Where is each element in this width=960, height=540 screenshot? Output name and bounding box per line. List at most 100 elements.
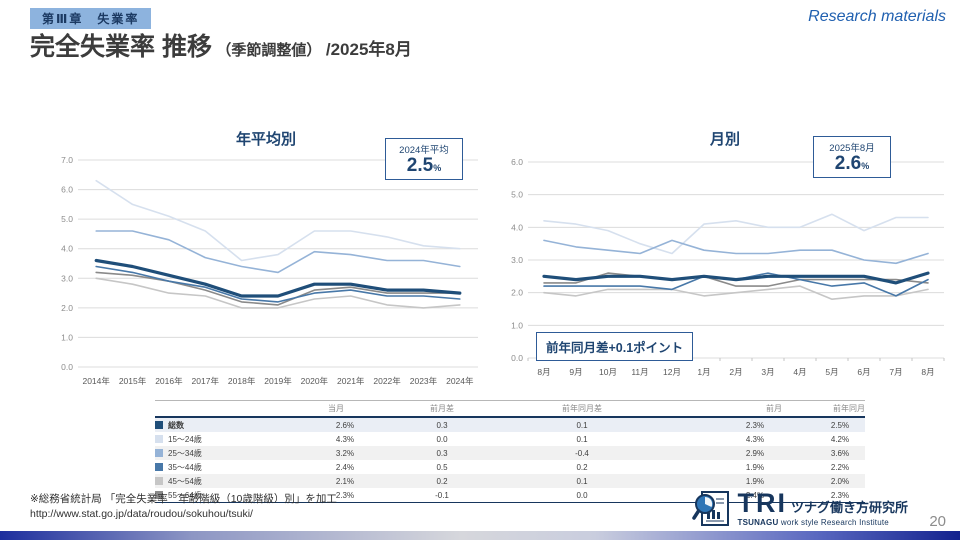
yoy-diff-value: -0.4 (575, 448, 589, 458)
table-row: 15～24歳 4.3% 0.0 0.1 4.3% 4.2% (155, 432, 865, 446)
svg-text:4.0: 4.0 (511, 222, 523, 232)
age-group-cell: 45～54歳 (155, 474, 300, 488)
svg-text:2021年: 2021年 (337, 376, 365, 386)
svg-text:1月: 1月 (697, 367, 710, 377)
prev-year-unit: % (842, 462, 850, 472)
monthly-callout-value: 2.6% (834, 153, 870, 174)
title-main: 完全失業率 推移 (30, 33, 212, 61)
svg-text:3.0: 3.0 (61, 273, 73, 283)
page-title: 完全失業率 推移 （季節調整値） /2025年8月 (30, 27, 412, 63)
svg-text:0.0: 0.0 (61, 362, 73, 372)
series-swatch (155, 448, 163, 457)
title-subnote: （季節調整値） (216, 42, 322, 59)
prev-year-value: 3.6 (830, 448, 842, 458)
col-header-yoy-diff: 前年同月差 (562, 404, 602, 413)
monthly-chart-svg: 0.0 1.0 2.0 3.0 4.0 5.0 6.0 8月 9月 10月 11月 12月 1月 2月 3月… (511, 157, 945, 377)
page-number: 20 (929, 513, 946, 530)
prev-year-value: 2.2 (830, 462, 842, 472)
table-row: 55～64歳 2.3% -0.1 0.0 2.4% 2.3% (155, 488, 865, 503)
svg-text:5.0: 5.0 (511, 190, 523, 200)
table-row: 35～44歳 2.4% 0.5 0.2 1.9% 2.2% (155, 460, 865, 474)
col-header-mom-diff: 前月差 (430, 404, 454, 413)
series-swatch (155, 420, 163, 429)
yoy-diff-value: 0.1 (576, 434, 588, 444)
col-header-prev-month: 前月 (766, 404, 782, 413)
annual-chart-svg: 0.0 1.0 2.0 3.0 4.0 5.0 6.0 7.0 2014年 2015年 2016年 2… (61, 155, 478, 386)
current-value: 2.3 (335, 490, 347, 500)
yoy-diff-value: 0.1 (576, 476, 588, 486)
table-row: 25～34歳 3.2% 0.3 -0.4 2.9% 3.6% (155, 446, 865, 460)
prev-month-value: 2.3 (745, 420, 757, 430)
svg-text:4月: 4月 (793, 367, 806, 377)
age-group-cell: 15～24歳 (155, 432, 300, 446)
svg-text:1.0: 1.0 (61, 332, 73, 342)
series-swatch (155, 434, 163, 443)
mom-diff-value: 0.3 (436, 448, 448, 458)
svg-text:2024年: 2024年 (446, 376, 474, 386)
logo-jp-name: ツナグ働き方研究所 (790, 500, 908, 515)
age-group-label: 総数 (168, 420, 184, 430)
svg-text:2.0: 2.0 (511, 288, 523, 298)
source-line1: ※総務省統計局 「完全失業率 年齢階級（10歳階級）別」を加工 (30, 493, 337, 505)
prev-month-unit: % (757, 490, 765, 500)
current-unit: % (347, 476, 355, 486)
current-unit: % (347, 434, 355, 444)
prev-month-value: 1.9 (745, 476, 757, 486)
current-value: 2.4 (335, 462, 347, 472)
yoy-diff-value: 0.1 (576, 420, 588, 430)
prev-month-value: 2.9 (745, 448, 757, 458)
age-group-cell: 35～44歳 (155, 460, 300, 474)
prev-month-value: 1.9 (745, 462, 757, 472)
svg-text:2017年: 2017年 (192, 376, 220, 386)
svg-text:5.0: 5.0 (61, 214, 73, 224)
col-header-prev-year: 前年同月 (833, 404, 865, 413)
current-value: 2.1 (335, 476, 347, 486)
svg-text:7.0: 7.0 (61, 155, 73, 165)
svg-text:12月: 12月 (663, 367, 681, 377)
svg-text:6.0: 6.0 (511, 157, 523, 167)
svg-text:10月: 10月 (599, 367, 617, 377)
current-unit: % (347, 462, 355, 472)
prev-year-unit: % (842, 434, 850, 444)
age-group-label: 15～24歳 (168, 434, 202, 444)
svg-text:4.0: 4.0 (61, 244, 73, 254)
col-header-current: 当月 (328, 404, 344, 413)
current-value: 4.3 (335, 434, 347, 444)
logo-en-name: TSUNAGU work style Research Institute (737, 518, 889, 527)
svg-text:3月: 3月 (761, 367, 774, 377)
svg-text:2020年: 2020年 (301, 376, 329, 386)
age-group-cell: 総数 (155, 417, 300, 432)
svg-text:6.0: 6.0 (61, 185, 73, 195)
yoy-diff-annotation: 前年同月差+0.1ポイント (536, 332, 694, 361)
title-date: /2025年8月 (325, 40, 412, 59)
age-group-label: 55～64歳 (168, 490, 202, 500)
annual-callout-label: 2024年平均 (399, 145, 449, 156)
table-row: 総数 2.6% 0.3 0.1 2.3% 2.5% (155, 417, 865, 432)
series-swatch (155, 462, 163, 471)
annual-callout-value: 2.5% (406, 155, 442, 176)
tri-logo: TRI ツナグ働き方研究所 TSUNAGU work style Researc… (692, 488, 908, 527)
logo-text: TRI ツナグ働き方研究所 TSUNAGU work style Researc… (737, 488, 908, 527)
source-note: ※総務省統計局 「完全失業率 年齢階級（10歳階級）別」を加工 http://w… (30, 492, 337, 521)
prev-year-value: 2.5 (830, 420, 842, 430)
mom-diff-value: 0.0 (436, 434, 448, 444)
prev-year-value: 4.2 (830, 434, 842, 444)
monthly-chart-title: 月別 (709, 131, 740, 148)
monthly-callout-label: 2025年8月 (829, 143, 875, 154)
chapter-badge: 第Ⅲ章 失業率 (30, 8, 152, 29)
series-swatch (155, 476, 163, 485)
age-group-label: 35～44歳 (168, 462, 202, 472)
svg-text:3.0: 3.0 (511, 255, 523, 265)
logo-tri: TRI (737, 488, 787, 518)
table-header-row: 当月 前月差 前年同月差 前月 前年同月 (155, 400, 865, 417)
current-unit: % (347, 490, 355, 500)
table-row: 45～54歳 2.1% 0.2 0.1 1.9% 2.0% (155, 474, 865, 488)
mom-diff-value: 0.5 (436, 462, 448, 472)
prev-year-unit: % (842, 490, 850, 500)
svg-text:2019年: 2019年 (264, 376, 292, 386)
age-table-body: 総数 2.6% 0.3 0.1 2.3% 2.5% 15～24歳 4.3% 0.0 0.1 4.3%… (155, 417, 865, 503)
svg-text:7月: 7月 (889, 367, 902, 377)
annual-chart-title: 年平均別 (235, 131, 296, 148)
svg-text:1.0: 1.0 (511, 320, 523, 330)
